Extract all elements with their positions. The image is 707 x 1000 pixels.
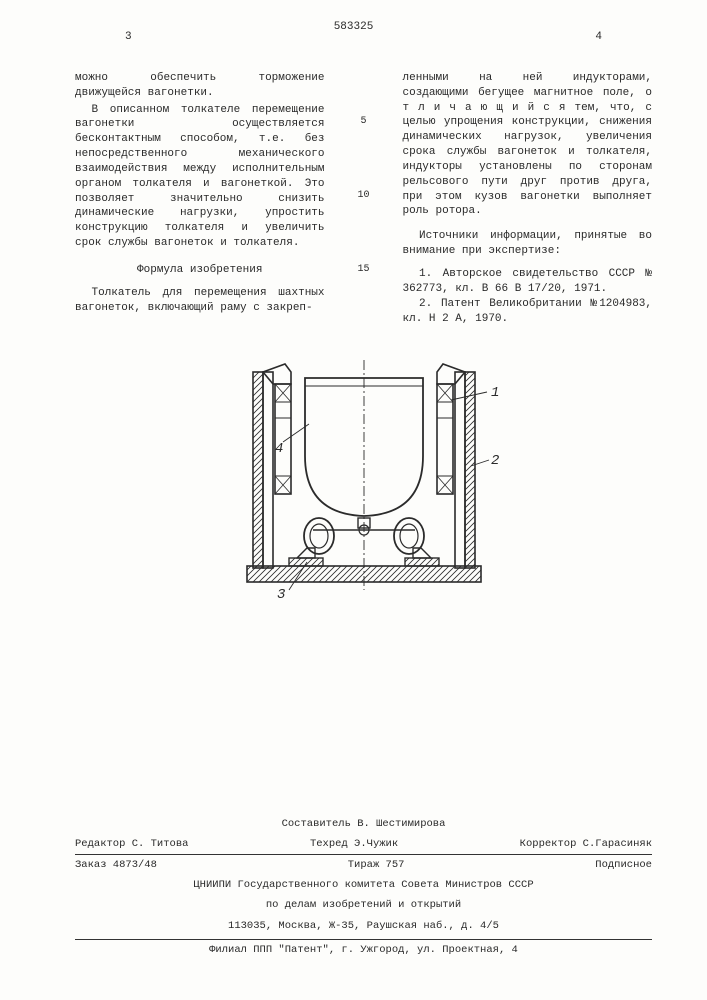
sub: Подписное	[595, 858, 652, 872]
order: Заказ 4873/48	[75, 858, 157, 872]
fig-label-4: 4	[275, 441, 283, 457]
doc-number: 583325	[0, 20, 707, 35]
right-p1: ленными на ней индукторами, создающими б…	[403, 71, 653, 219]
source-2: 2. Патент Великобритании №1204983, кл. Н…	[403, 297, 653, 327]
org1: ЦНИИПИ Государственного комитета Совета …	[75, 875, 652, 895]
right-column: ленными на ней индукторами, создающими б…	[403, 71, 653, 327]
linenum-10: 10	[355, 189, 373, 203]
techred: Техред Э.Чужик	[310, 837, 398, 851]
fig-label-3: 3	[277, 587, 285, 603]
left-p2: В описанном толкателе перемещение вагоне…	[75, 103, 325, 251]
linenum-15: 15	[355, 263, 373, 277]
footer-block: Составитель В. Шестимирова Редактор С. Т…	[75, 814, 652, 960]
line-number-gutter: 5 10 15	[355, 71, 373, 327]
filial: Филиал ППП "Патент", г. Ужгород, ул. Про…	[75, 939, 652, 960]
fig-label-1: 1	[491, 385, 499, 401]
source-1: 1. Авторское свидетельство СССР № 362773…	[403, 267, 653, 297]
corrector: Корректор С.Гарасиняк	[520, 837, 652, 851]
addr: 113035, Москва, Ж-35, Раушская наб., д. …	[75, 916, 652, 936]
left-p1: можно обеспечить торможение движущейся в…	[75, 71, 325, 101]
linenum-5: 5	[355, 115, 373, 129]
org2: по делам изобретений и открытий	[75, 895, 652, 915]
sources-title: Источники информации, принятые во вниман…	[403, 229, 653, 259]
formula-title: Формула изобретения	[75, 263, 325, 278]
editor: Редактор С. Титова	[75, 837, 188, 851]
left-column: можно обеспечить торможение движущейся в…	[75, 71, 325, 327]
composer: Составитель В. Шестимирова	[282, 817, 446, 831]
figure: 1 2 3 4	[75, 346, 652, 612]
left-p3: Толкатель для перемещения шахтных вагоне…	[75, 286, 325, 316]
tirage: Тираж 757	[348, 858, 405, 872]
text-columns: можно обеспечить торможение движущейся в…	[75, 71, 652, 327]
fig-label-2: 2	[491, 453, 499, 469]
